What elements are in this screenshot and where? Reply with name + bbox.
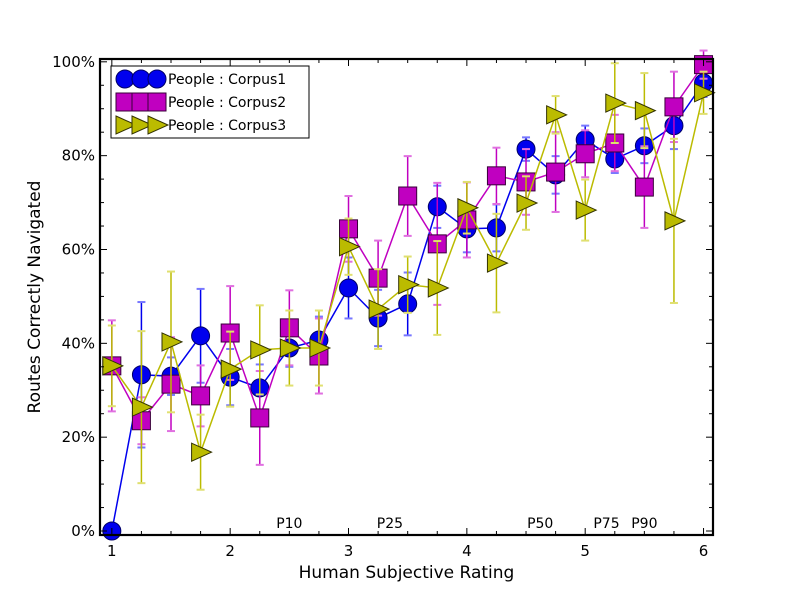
legend-marker [147, 92, 167, 112]
data-point [694, 83, 716, 103]
y-axis-label: Routes Correctly Navigated [25, 181, 45, 414]
data-point [309, 338, 332, 358]
x-tick-label: 1 [107, 542, 117, 560]
data-point [605, 93, 627, 113]
data-point [339, 278, 359, 298]
x-tick-label: 6 [699, 542, 709, 560]
legend-marker [115, 115, 138, 135]
data-point [191, 442, 213, 462]
data-point [250, 408, 270, 428]
series-3 [102, 62, 716, 491]
data-point [398, 186, 418, 206]
percentile-annotation: P50 [527, 516, 553, 532]
y-tick-label: 100% [52, 53, 95, 71]
percentile-annotation: P10 [276, 516, 302, 532]
legend-entry: People : Corpus3 [168, 118, 286, 134]
y-tick-label: 60% [62, 240, 95, 258]
data-point [486, 253, 509, 273]
x-tick-label: 2 [225, 542, 235, 560]
data-point [398, 274, 420, 295]
legend-marker [131, 92, 151, 112]
data-point [161, 332, 184, 352]
plot-frame [98, 57, 715, 537]
data-point [339, 236, 361, 257]
data-point [131, 397, 154, 417]
data-point [575, 200, 598, 220]
legend-marker [131, 69, 151, 89]
data-point [220, 359, 243, 379]
ticks-layer: 1 2 3 4 5 60%20%40%60%80%100% [52, 53, 713, 560]
x-tick-label: 5 [580, 542, 590, 560]
legend-marker [115, 69, 135, 89]
legend-marker [115, 92, 135, 112]
percentile-annotation: P25 [377, 516, 403, 532]
data-point [486, 166, 506, 186]
annotations: P10 P25 P50 P75 P90 [276, 516, 657, 532]
data-point [102, 356, 125, 376]
data-point [516, 193, 539, 213]
y-tick-label: 40% [62, 334, 95, 352]
percentile-annotation: P90 [631, 516, 657, 532]
data-point [664, 211, 687, 231]
data-point [546, 162, 566, 182]
legend-marker [131, 115, 154, 135]
y-tick-label: 80% [62, 147, 95, 165]
data-point [191, 326, 211, 346]
data-point [368, 299, 391, 319]
legend-marker [147, 115, 170, 135]
y-tick-label: 20% [62, 428, 95, 446]
data-point [427, 278, 450, 298]
percentile-annotation: P75 [593, 516, 619, 532]
x-tick-label: 3 [344, 542, 354, 560]
legend-entry: People : Corpus1 [168, 72, 286, 88]
legend-entry: People : Corpus2 [168, 95, 286, 111]
data-point [279, 338, 302, 358]
data-point [634, 177, 654, 197]
data-point [634, 100, 657, 121]
data-point [575, 144, 595, 164]
y-tick-label: 0% [71, 522, 95, 540]
x-axis-label: Human Subjective Rating [299, 563, 515, 583]
data-point [457, 197, 480, 218]
data-point [250, 340, 272, 360]
legend-marker [147, 69, 167, 89]
data-point [546, 105, 568, 125]
data-point [664, 97, 684, 117]
legend: People : Corpus1 People : Corpus2 People :… [110, 65, 310, 139]
x-tick-label: 4 [462, 542, 472, 560]
data-point [191, 386, 211, 406]
